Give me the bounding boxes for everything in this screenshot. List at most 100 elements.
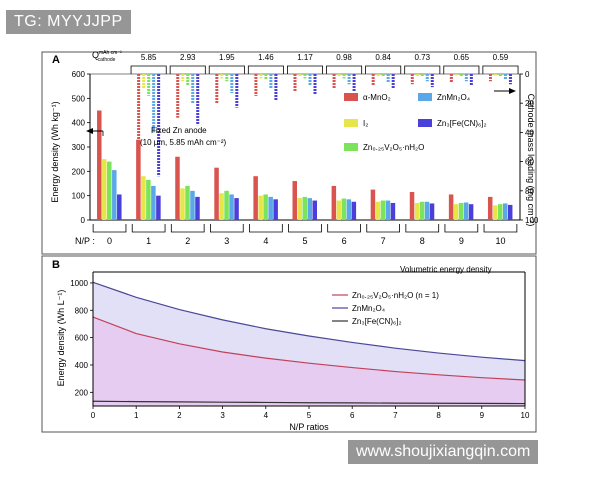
x-tick-label: 0 <box>107 236 112 246</box>
bar-2-9 <box>458 202 464 220</box>
panel-a-loading-bars <box>137 74 512 177</box>
series-line-0 <box>92 316 526 381</box>
legend-label: Zn₃[Fe(CN)₆]₂ <box>437 119 487 128</box>
b-x-tick-label: 5 <box>307 411 312 420</box>
bar-3-6 <box>346 199 352 220</box>
top-value: 1.17 <box>297 53 313 62</box>
bar-1-1 <box>141 176 146 220</box>
bar-0-5 <box>292 181 297 220</box>
b-y-tick-label: 200 <box>75 388 89 397</box>
top-capacity-values: 5.85 2.93 1.95 1.46 1.17 0.98 0.84 0.73 0.65 0.59 <box>141 53 509 62</box>
bottom-bracket <box>170 224 205 233</box>
b-legend-label: ZnMn₂O₄ <box>352 304 385 313</box>
b-x-tick-label: 0 <box>91 411 96 420</box>
bottom-bracket <box>444 224 479 233</box>
b-x-tick-label: 6 <box>350 411 355 420</box>
bar-2-0 <box>107 161 112 220</box>
bar-4-2 <box>195 196 200 220</box>
bar-4-7 <box>390 202 396 220</box>
b-y-tick-label: 600 <box>75 334 89 343</box>
bar-4-5 <box>312 200 317 220</box>
panel-a-xtick-labels: 0 1 2 3 4 5 6 7 8 9 10 <box>107 236 505 246</box>
bottom-bracket <box>405 224 440 233</box>
top-bracket <box>326 65 363 74</box>
bar-1-0 <box>102 159 107 220</box>
bar-1-4 <box>258 195 263 220</box>
bar-4-10 <box>507 204 513 220</box>
panel-b-plot: 0 1 2 3 4 5 6 7 8 9 10 200 400 600 800 1000 <box>70 271 530 420</box>
bar-1-5 <box>297 198 302 220</box>
bar-1-3 <box>219 193 224 220</box>
b-x-tick-label: 8 <box>436 411 441 420</box>
x-tick-label: 3 <box>224 236 229 246</box>
top-bracket <box>287 65 323 74</box>
legend-label: ZnMn₂O₄ <box>437 93 470 102</box>
watermark-top: TG: MYYJJPP <box>6 10 131 34</box>
top-value: 0.98 <box>336 53 352 62</box>
bar-3-9 <box>463 202 469 220</box>
bottom-bracket <box>327 224 361 233</box>
bottom-bracket <box>483 224 518 233</box>
b-y-tick-label: 1000 <box>70 279 88 288</box>
bar-2-3 <box>224 190 229 220</box>
bar-0-8 <box>409 192 415 220</box>
bar-3-0 <box>112 170 117 220</box>
bar-0-0 <box>97 110 102 220</box>
bar-0-2 <box>175 156 180 220</box>
bar-4-1 <box>156 195 161 220</box>
legend-swatch <box>344 93 358 101</box>
x-axis-label: N/P : <box>75 236 95 246</box>
y-axis-label: Energy density (Wh kg⁻¹) <box>50 101 60 202</box>
bar-2-7 <box>380 200 386 220</box>
series-line-2 <box>92 400 526 405</box>
bottom-brackets <box>92 224 518 233</box>
bar-1-2 <box>180 188 185 220</box>
area-fill-0 <box>93 317 525 406</box>
top-bracket <box>443 65 480 74</box>
top-value: 5.85 <box>141 53 157 62</box>
bar-3-3 <box>229 194 234 220</box>
panel-b-tag: B <box>52 259 60 271</box>
bar-3-1 <box>151 185 156 220</box>
x-tick-label: 9 <box>459 236 464 246</box>
watermark-bottom: www.shoujixiangqin.com <box>348 440 539 464</box>
bar-0-10 <box>487 196 493 220</box>
b-x-tick-label: 1 <box>134 411 139 420</box>
top-value: 2.93 <box>180 53 196 62</box>
y-right-tick-label: 60 <box>525 158 534 167</box>
bar-4-6 <box>351 201 357 220</box>
y-tick-label: 500 <box>72 94 86 103</box>
top-bracket <box>482 65 519 74</box>
panel-b-title: Volumetric energy density <box>400 265 492 274</box>
y-tick-label: 600 <box>72 70 86 79</box>
bar-3-7 <box>385 200 391 220</box>
panel-a-tag: A <box>52 54 60 66</box>
top-value: 1.95 <box>219 53 235 62</box>
bar-0-6 <box>331 185 337 220</box>
y-right-tick-label: 40 <box>525 128 534 137</box>
top-bracket <box>208 65 245 74</box>
bar-0-4 <box>253 176 258 220</box>
x-tick-label: 1 <box>146 236 151 246</box>
b-x-tick-label: 3 <box>220 411 225 420</box>
panel-b-x-axis-label: N/P ratios <box>289 422 329 432</box>
bar-2-1 <box>146 179 151 220</box>
x-tick-label: 7 <box>381 236 386 246</box>
bar-1-6 <box>336 200 342 220</box>
bar-3-4 <box>268 196 273 220</box>
bar-3-8 <box>424 201 430 220</box>
panel-a-bars <box>97 110 513 220</box>
y-tick-label: 0 <box>81 216 86 225</box>
bar-3-10 <box>502 203 508 220</box>
bar-2-4 <box>263 194 268 220</box>
legend-label: α-MnO₂ <box>363 93 391 102</box>
b-legend-label: Zn₀.₂₅V₂O₅·nH₂O (n = 1) <box>352 291 439 300</box>
bottom-bracket <box>131 224 166 233</box>
bar-3-5 <box>307 198 312 220</box>
bottom-bracket <box>366 224 400 233</box>
bar-2-5 <box>302 196 307 220</box>
legend-label: Zn₀.₂₅V₂O₅·nH₂O <box>363 143 424 152</box>
y-tick-label: 200 <box>72 167 86 176</box>
b-y-tick-label: 400 <box>75 361 89 370</box>
